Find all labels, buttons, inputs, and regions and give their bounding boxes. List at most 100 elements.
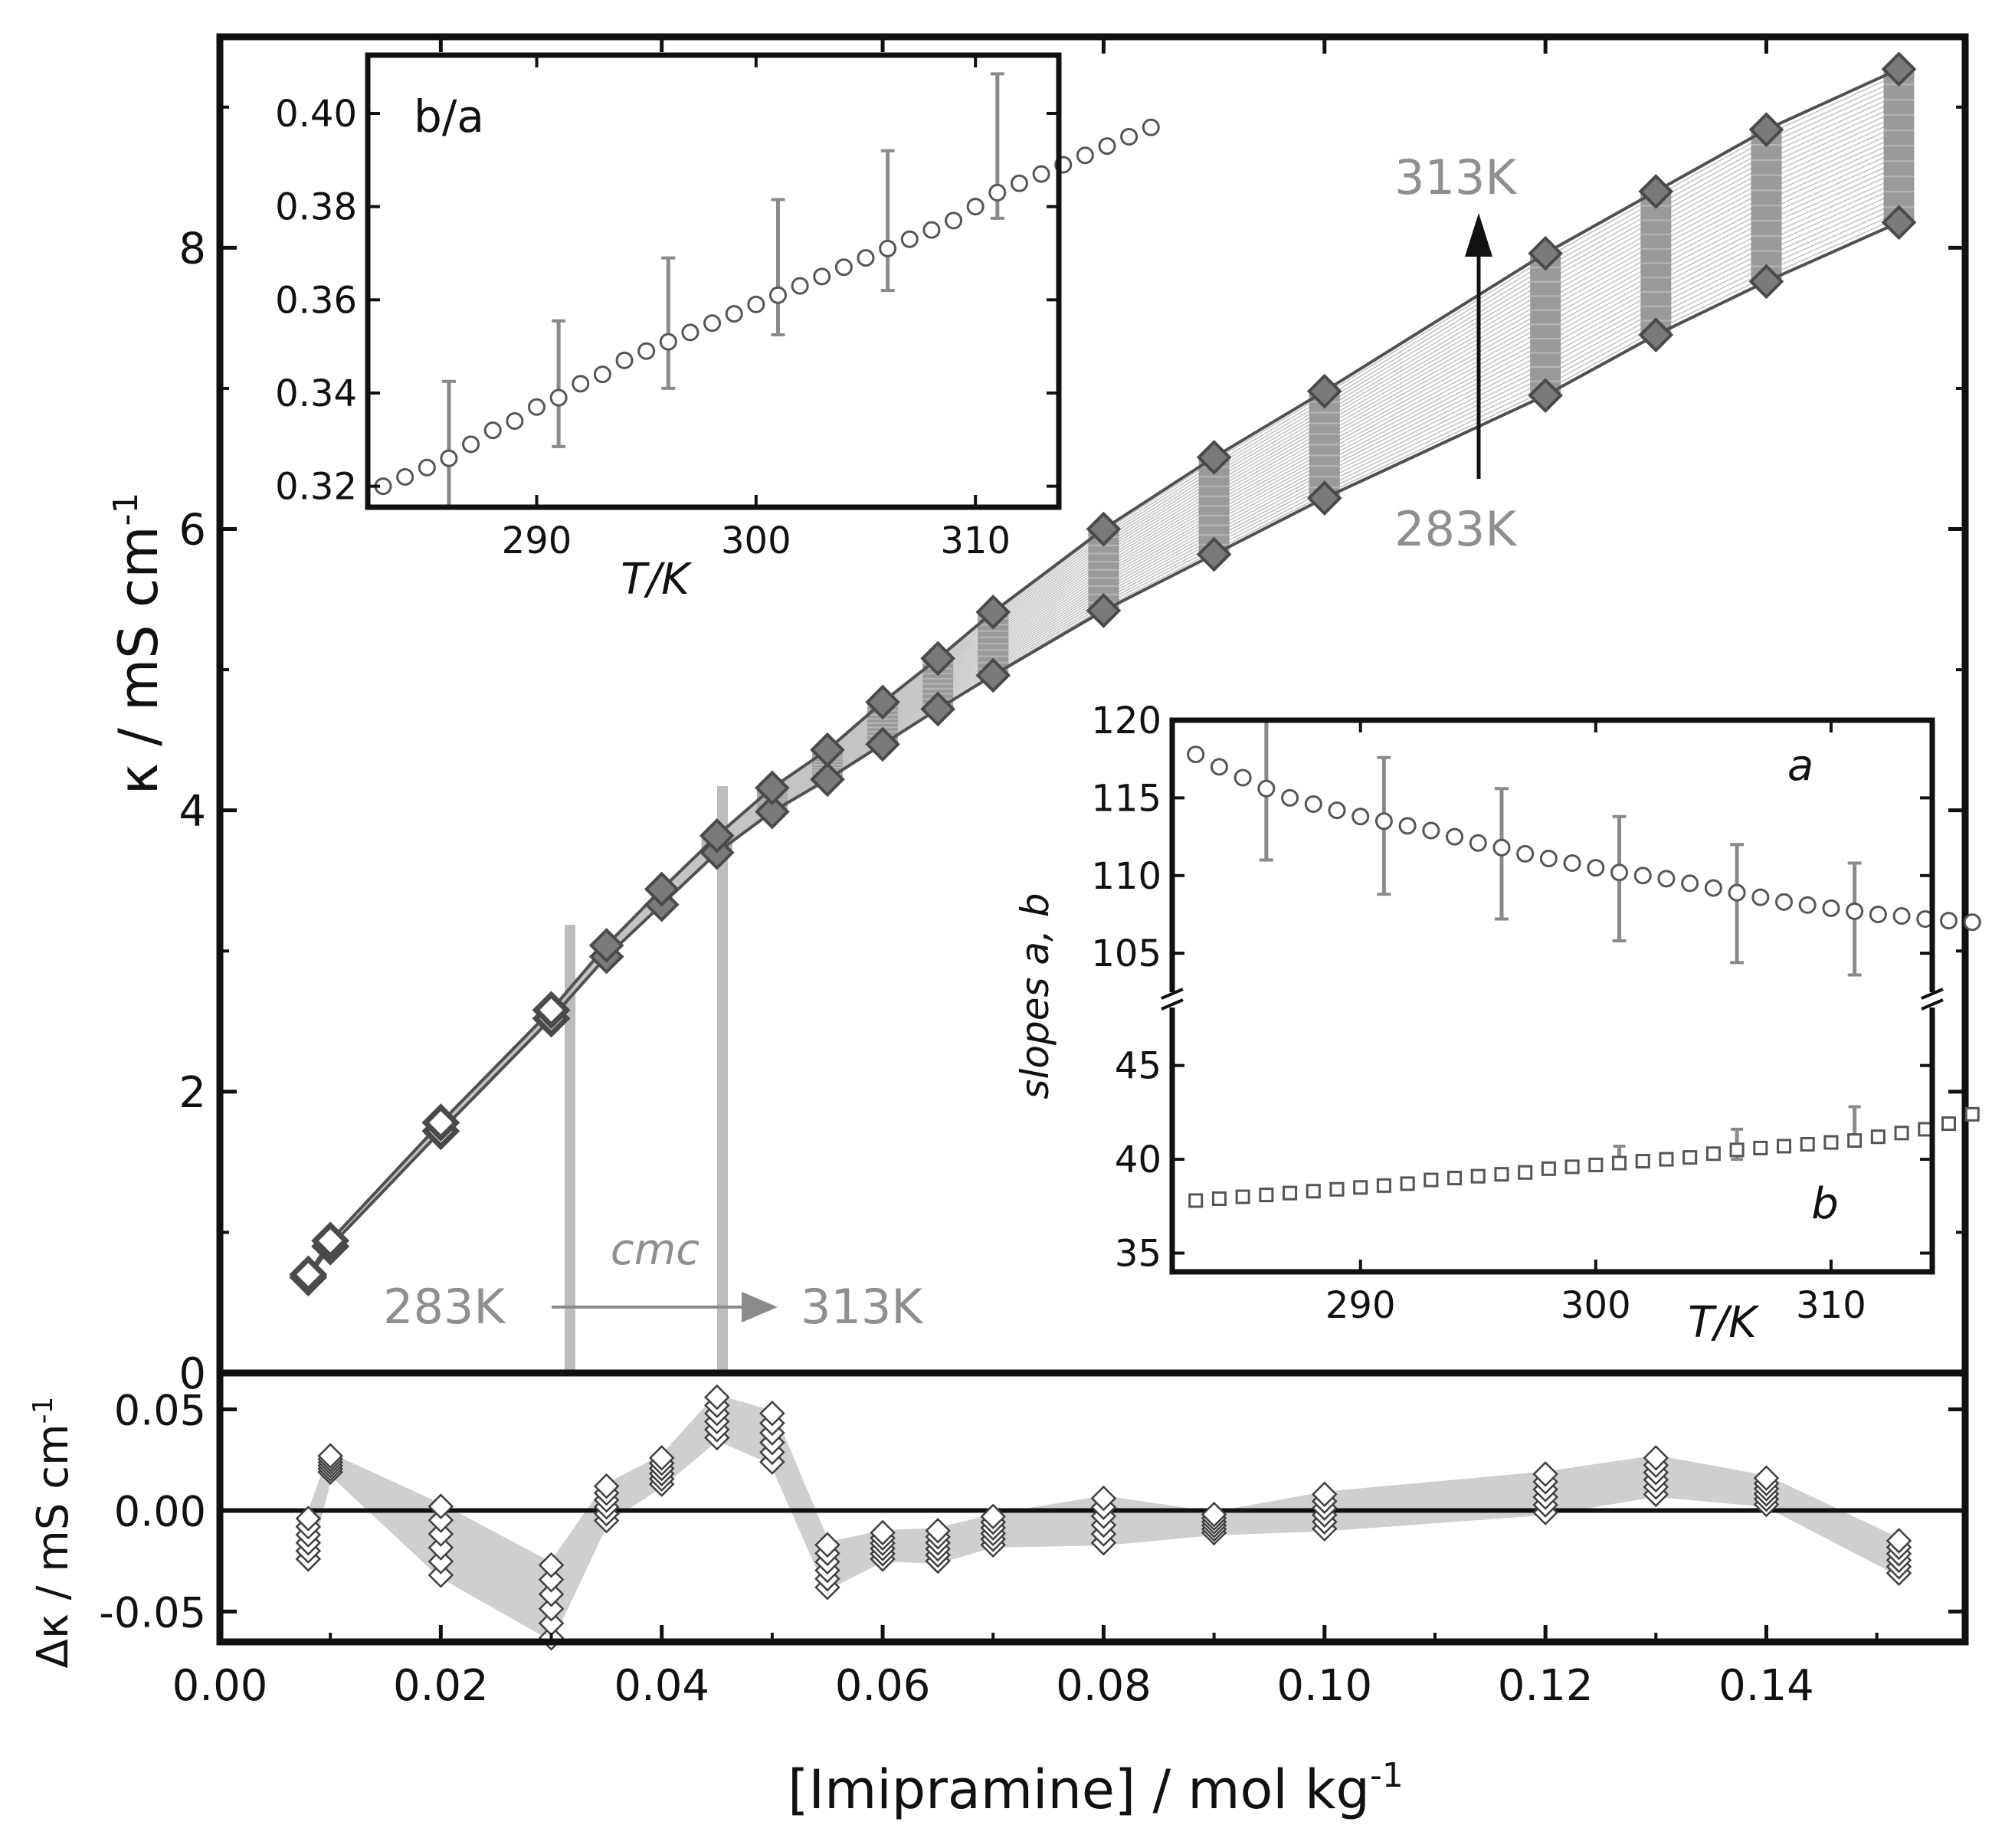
ratio-point <box>396 467 414 486</box>
ratio-point <box>527 398 546 416</box>
slope-b-point <box>1753 1140 1768 1155</box>
inset-slopes: 105 110 115 120 35 40 45 290 300 310 T/K slopes a, … <box>1013 700 1981 1348</box>
res-y-tick-label: 0.05 <box>114 1387 206 1435</box>
slope-b-point <box>1447 1171 1463 1186</box>
ratio-point <box>791 277 809 295</box>
residual-point <box>704 1384 730 1411</box>
main-ylabel: κ / mS cm-1 <box>106 493 170 795</box>
slope-a-point <box>1587 859 1605 877</box>
data-point-283K <box>810 762 845 798</box>
slope-b-point <box>1564 1159 1580 1175</box>
x-tick-label: 0.04 <box>614 1661 709 1711</box>
ratio-point <box>922 221 941 239</box>
ratio-point <box>440 449 458 467</box>
ratio-point <box>418 458 436 477</box>
ratio-point <box>462 435 480 454</box>
data-point-313K <box>644 871 680 907</box>
x-tick-label: 0.06 <box>835 1661 931 1711</box>
residual-panel: -0.05 0.00 0.05 0.00 0.02 0.04 0.06 0.08 0.10 0.1… <box>99 1369 1969 1711</box>
residual-point <box>428 1548 454 1574</box>
slope-a-point <box>1775 893 1794 911</box>
cmc-label: cmc <box>611 1225 699 1275</box>
data-point-283K <box>1881 205 1917 241</box>
slope-a-point <box>1446 827 1464 846</box>
ratio-panel-label: b/a <box>414 90 484 143</box>
ratio-point <box>1010 174 1028 192</box>
data-point-313K <box>1528 235 1563 271</box>
data-point-283K <box>1748 264 1784 300</box>
slope-a-point <box>1939 912 1958 930</box>
cmc-to-label: 313K <box>801 1279 923 1335</box>
slope-b-point <box>1823 1135 1839 1150</box>
slope-b-point <box>1800 1137 1815 1152</box>
residual-frame <box>216 1369 1969 1646</box>
axis-titles: κ / mS cm-1 Δκ / mS cm-1 [Imipramine] / … <box>28 493 1404 1821</box>
slope-b-point <box>1847 1133 1863 1148</box>
slope-a-point <box>1798 896 1817 914</box>
ratio-y-tick-label: 0.36 <box>275 279 357 322</box>
x-tick-label: 0.02 <box>393 1661 489 1711</box>
slope-b-point <box>1424 1172 1439 1188</box>
slope-a-point <box>1892 907 1911 925</box>
slope-b-point <box>1705 1146 1721 1162</box>
slope-b-point <box>1259 1188 1274 1203</box>
ratio-point <box>1076 146 1094 165</box>
data-point-313K <box>1306 373 1342 409</box>
ratio-point <box>768 286 787 304</box>
cmc-arrow-head <box>742 1292 778 1322</box>
inset-ratio: 0.32 0.34 0.36 0.38 0.40 290 300 310 b/a T/K <box>275 52 1160 605</box>
ratio-point <box>572 375 590 393</box>
slope-b-point <box>1494 1167 1509 1182</box>
y-tick-label: 2 <box>179 1068 206 1118</box>
data-point-313K <box>699 818 735 854</box>
ratio-point <box>725 305 743 323</box>
slope-b-point <box>1541 1161 1556 1176</box>
slope-b-point <box>1918 1122 1933 1137</box>
slope-b-point <box>1211 1191 1227 1207</box>
y-tick-label: 6 <box>179 506 206 555</box>
ratio-xlabel: T/K <box>621 555 693 605</box>
residual-point <box>538 1581 565 1607</box>
residual-point <box>538 1595 565 1622</box>
slope-a-point <box>1328 801 1346 820</box>
slope-b-point <box>1964 1106 1980 1122</box>
data-point-283K <box>1638 317 1674 353</box>
slope-xlabel: T/K <box>1688 1298 1760 1348</box>
slope-a-point <box>1657 870 1676 888</box>
x-tick-label: 0.14 <box>1718 1661 1814 1711</box>
slope-a-point <box>1728 883 1746 902</box>
cmc-lines <box>565 786 729 1373</box>
ratio-x-tick-label: 290 <box>502 519 572 562</box>
residual-point <box>538 1551 565 1578</box>
residual-point <box>870 1519 896 1546</box>
slope-a-point <box>1351 808 1370 826</box>
slope-b-point <box>1894 1126 1909 1141</box>
slope-a-point <box>1469 834 1487 852</box>
residual-point <box>1643 1445 1669 1471</box>
residual-point <box>648 1445 675 1471</box>
slope-b-point <box>1283 1185 1298 1201</box>
slope-b-point <box>1777 1139 1792 1154</box>
residual-point <box>925 1518 951 1544</box>
slope-a-point <box>1963 913 1981 932</box>
ratio-point <box>1032 165 1050 183</box>
ratio-point <box>1142 118 1160 136</box>
data-point-313K <box>975 595 1011 630</box>
cmc-line <box>565 925 576 1373</box>
slope-a-point <box>1751 888 1770 906</box>
slope-y-tick-label: 35 <box>1115 1233 1161 1276</box>
ratio-point <box>1098 137 1116 156</box>
ratio-x-tick-label: 310 <box>940 519 1011 562</box>
residual-point <box>814 1532 840 1558</box>
residual-point <box>980 1503 1007 1530</box>
temp-arrow-head <box>1465 213 1492 257</box>
main-xlabel: [Imipramine] / mol kg-1 <box>788 1756 1404 1821</box>
data-point-313K <box>920 641 955 677</box>
data-point-283K <box>1086 593 1122 628</box>
slope-b-point <box>1306 1184 1321 1199</box>
slope-a-point <box>1516 844 1535 863</box>
slope-b-point <box>1588 1157 1604 1172</box>
slope-y-tick-label: 45 <box>1115 1045 1161 1088</box>
slope-a-point <box>1610 863 1629 882</box>
residual-point <box>428 1521 454 1547</box>
